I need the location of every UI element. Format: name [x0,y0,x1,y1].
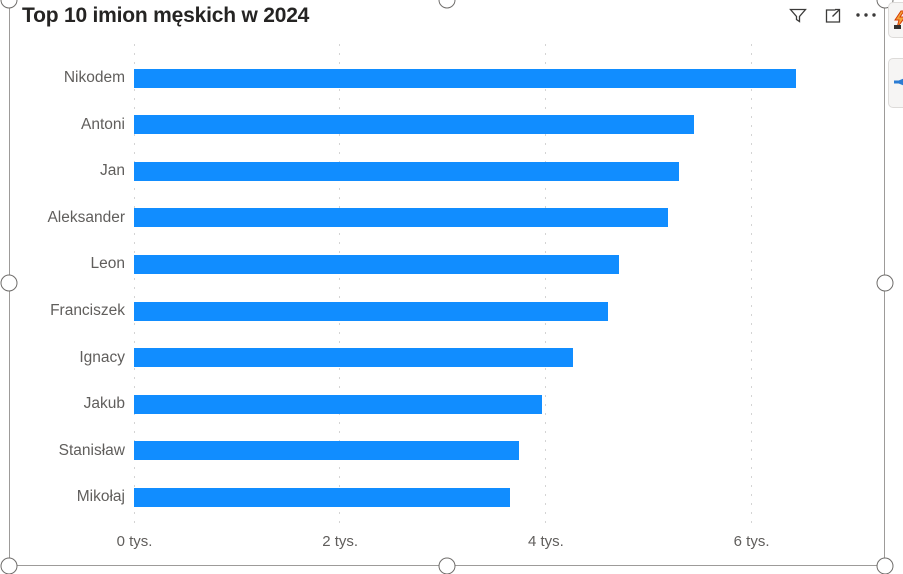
resize-handle-mid-left[interactable] [0,274,18,292]
x-tick-label: 0 tys. [116,533,153,550]
gridline [339,44,341,528]
gridline [544,44,546,528]
resize-handle-bottom-center[interactable] [438,557,456,574]
resize-handle-bottom-right[interactable] [876,557,894,574]
bar-nikodem[interactable] [133,68,796,88]
category-label: Ignacy [79,348,125,366]
x-tick-label: 4 tys. [527,533,564,550]
gridline [750,44,752,528]
filter-icon[interactable] [788,6,808,26]
bar-mikołaj[interactable] [133,487,510,507]
category-label: Leon [90,255,125,273]
category-label: Nikodem [63,69,125,86]
right-rail-button-bottom[interactable] [888,58,903,108]
bar-stanisław[interactable] [133,441,519,461]
lightning-icon [894,10,903,29]
category-label: Franciszek [50,302,125,319]
bar-franciszek[interactable] [133,301,608,321]
category-label: Aleksander [47,208,125,226]
focus-mode-icon[interactable] [823,6,843,26]
category-label: Antoni [81,115,125,133]
more-options-icon[interactable] [854,5,876,25]
visual-title: Top 10 imion męskich w 2024 [22,4,310,27]
bar-ignacy[interactable] [133,348,573,368]
x-tick-label: 2 tys. [322,533,359,550]
category-label: Jan [100,162,125,180]
x-tick-label: 6 tys. [733,533,770,550]
category-label: Mikołaj [76,488,125,506]
resize-handle-mid-right[interactable] [876,274,894,292]
blue-chart-icon [894,78,903,86]
resize-handle-bottom-left[interactable] [0,557,18,574]
bar-jan[interactable] [133,161,679,181]
category-label: Stanisław [58,441,125,459]
bar-antoni[interactable] [133,115,694,135]
right-rail-button-top[interactable] [888,2,903,38]
bar-aleksander[interactable] [133,208,668,228]
bar-jakub[interactable] [133,394,542,414]
category-label: Jakub [83,395,125,413]
gridline [133,44,135,528]
bar-leon[interactable] [133,254,619,274]
